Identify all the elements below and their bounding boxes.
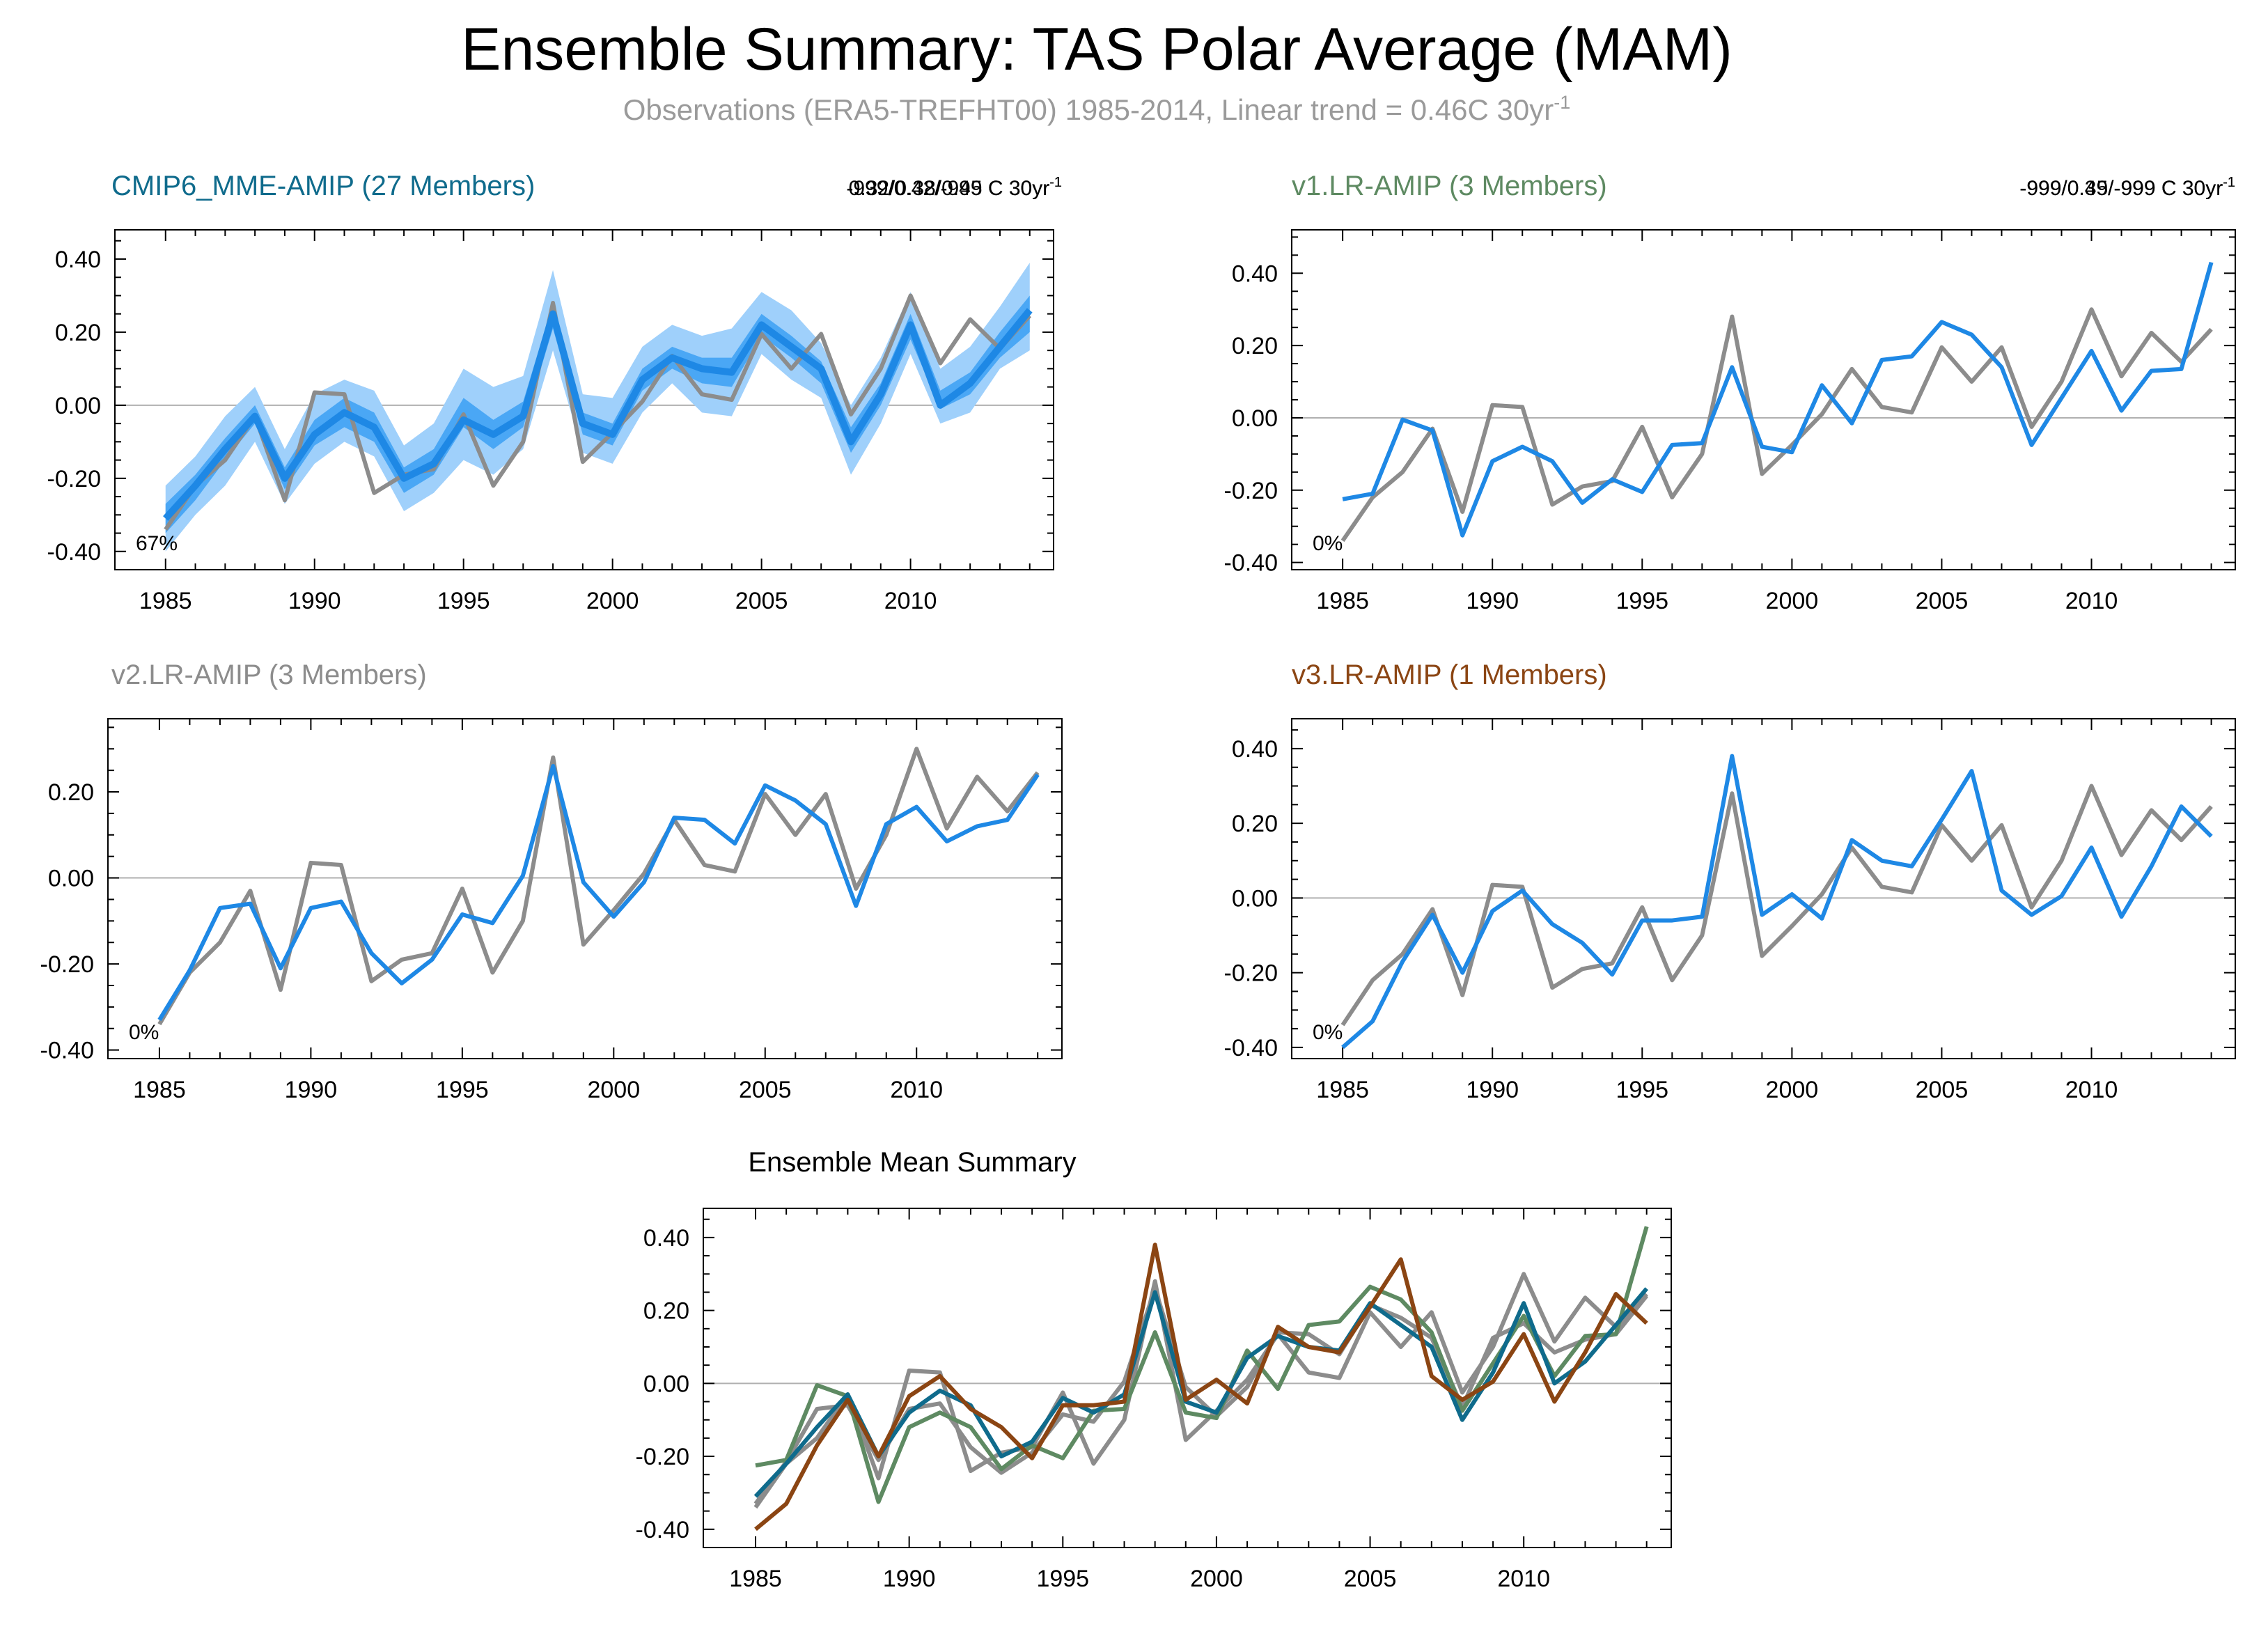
series-line-0 [157,747,1040,1026]
panel-title: v3.LR-AMIP (1 Members) [1292,660,1607,690]
y-tick-label: 0.00 [1232,405,1278,432]
chart-panel-v2: v2.LR-AMIP (3 Members) -999/0.42/-999 C 3… [40,175,1063,1103]
x-tick-label: 1990 [1466,1077,1519,1103]
percent-label: 0% [1313,1021,1343,1044]
panel-trend-label: -999/0.45/-999 C 30yr-1 [2019,175,2235,200]
y-tick-label: 0.20 [1232,333,1278,359]
y-tick-label: 0.20 [55,320,101,346]
x-tick-label: 1995 [437,588,490,614]
series-line-1 [1341,754,2213,1050]
x-tick-label: 1990 [883,1566,936,1592]
x-tick-label: 2005 [1916,1077,1969,1103]
x-tick-label: 1990 [288,588,341,614]
x-tick-label: 2010 [1497,1566,1550,1592]
plot-frame [1291,229,2236,570]
plot-frame [114,229,1054,570]
x-tick-label: 1995 [1616,1077,1668,1103]
series-line-4 [754,1242,1648,1531]
series-line-1 [1342,261,2214,538]
panel-title: CMIP6_MME-AMIP (27 Members) [111,171,535,201]
y-tick-label: 0.20 [643,1298,689,1325]
chart-panel-mean: Ensemble Mean Summary 1985 1990 1995 2000 200… [636,1147,1672,1592]
plot-frame [703,1208,1672,1548]
panel-title: Ensemble Mean Summary [748,1147,1076,1178]
panel-title: v2.LR-AMIP (3 Members) [111,660,427,690]
percent-label: 0% [1313,532,1343,555]
series-line-2 [755,1226,1649,1504]
chart-panel-cmip6: CMIP6_MME-AMIP (27 Members) 0.32/0.38/0.4… [47,171,1063,614]
x-tick-label: 2000 [1190,1566,1243,1592]
series-line-0 [1340,307,2213,543]
panel-trend-label: -999/0.42/-999 C 30yr-1 [846,175,1062,200]
x-tick-label: 1995 [436,1077,489,1103]
x-tick-label: 2000 [587,1077,640,1103]
x-tick-label: 1985 [139,588,192,614]
chart-panel-v1: v1.LR-AMIP (3 Members) -999/0.45/-999 C 3… [1224,171,2236,614]
y-tick-label: 0.00 [48,866,94,892]
y-tick-label: -0.20 [1224,478,1278,504]
panel-trend-label: 0.32/0.38/0.45 C 30yr-1 [849,175,1062,200]
panel-trend-label: -999/0.39/-999 C 30yr-1 [2019,175,2235,200]
percent-label: 67% [136,532,178,555]
y-tick-label: -0.40 [1224,1035,1278,1061]
y-tick-label: -0.40 [636,1517,690,1543]
x-tick-label: 2005 [1344,1566,1397,1592]
x-tick-label: 2010 [890,1077,943,1103]
series-line-3 [753,1287,1648,1498]
y-tick-label: 0.40 [1232,260,1278,287]
y-tick-label: 0.20 [1232,811,1278,837]
x-tick-label: 2000 [586,588,639,614]
y-tick-label: 0.40 [55,247,101,273]
series-line-1 [163,308,1033,521]
x-tick-label: 1995 [1036,1566,1089,1592]
figure-subtitle: Observations (ERA5-TREFHT00) 1985-2014, … [623,92,1571,126]
x-tick-label: 2005 [739,1077,792,1103]
plot-frame [1291,718,2236,1059]
y-tick-label: 0.00 [55,393,101,419]
x-tick-label: 2010 [2065,1077,2118,1103]
y-tick-label: -0.40 [1224,550,1278,577]
x-tick-label: 2005 [1916,588,1969,614]
x-tick-label: 2010 [884,588,937,614]
y-tick-label: -0.20 [47,466,102,492]
series-line-0 [1340,784,2213,1027]
figure-subtitle-text: Observations (ERA5-TREFHT00) 1985-2014, … [623,93,1554,126]
x-tick-label: 1990 [1466,588,1519,614]
y-tick-label: -0.40 [40,1038,95,1064]
y-tick-label: -0.20 [1224,960,1278,987]
y-tick-label: -0.20 [40,951,95,978]
figure-title: Ensemble Summary: TAS Polar Average (MAM… [461,16,1733,83]
x-tick-label: 1985 [729,1566,782,1592]
y-tick-label: 0.40 [1232,736,1278,763]
spread-band-outer [165,263,1030,552]
x-tick-label: 1995 [1616,588,1668,614]
x-tick-label: 2000 [1766,1077,1819,1103]
series-line-0 [164,293,1031,531]
y-tick-label: 0.00 [1232,885,1278,912]
y-tick-label: 0.40 [643,1225,689,1252]
panel-title: v1.LR-AMIP (3 Members) [1292,171,1607,201]
x-tick-label: 2000 [1766,588,1819,614]
y-tick-label: -0.40 [47,539,102,566]
x-tick-label: 1985 [1316,1077,1369,1103]
y-tick-label: -0.20 [636,1444,690,1470]
x-tick-label: 2005 [735,588,788,614]
percent-label: 0% [129,1021,159,1044]
y-tick-label: 0.20 [48,779,94,806]
figure-subtitle-sup: -1 [1554,92,1570,113]
series-line-1 [157,763,1040,1021]
x-tick-label: 1985 [1316,588,1369,614]
x-tick-label: 1985 [133,1077,186,1103]
chart-panel-v3: v3.LR-AMIP (1 Members) -999/0.39/-999 C 3… [1224,175,2236,1103]
y-tick-label: 0.00 [643,1371,689,1397]
plot-frame [107,718,1063,1059]
chart-panels: CMIP6_MME-AMIP (27 Members) 0.32/0.38/0.4… [40,171,2236,1592]
x-tick-label: 2010 [2065,588,2118,614]
x-tick-label: 1990 [285,1077,338,1103]
